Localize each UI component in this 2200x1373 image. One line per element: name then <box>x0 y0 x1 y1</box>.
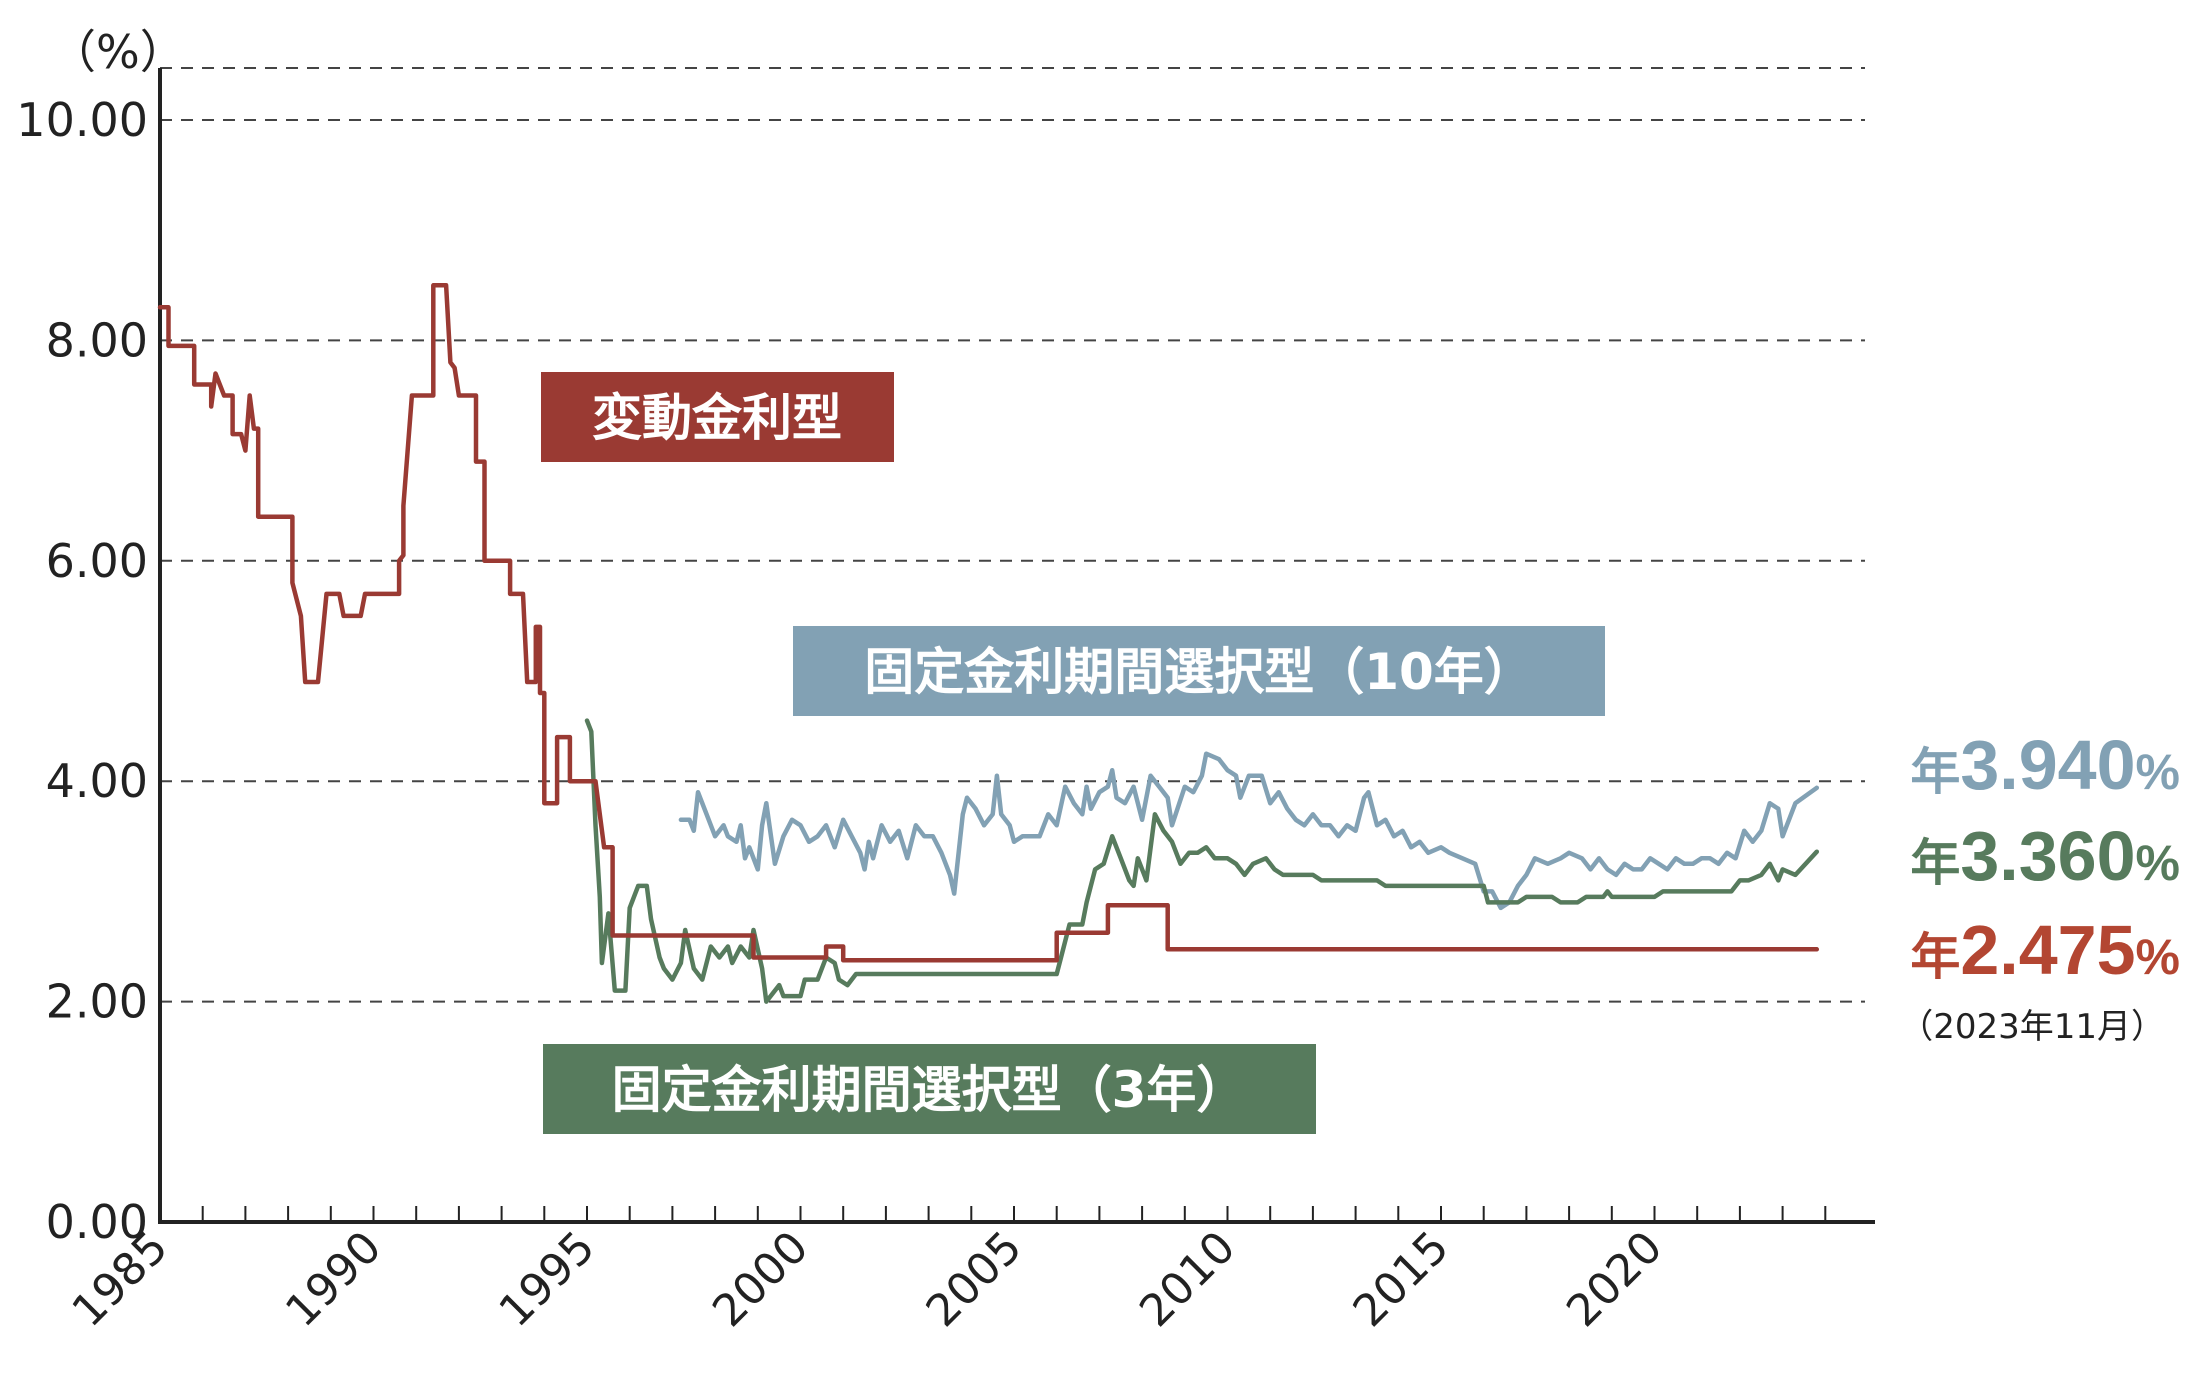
x-tick-label: 2010 <box>1130 1222 1245 1337</box>
latest-rate-fixed-10y: 年3.940% <box>1910 726 2180 804</box>
latest-rate-variable-prefix: 年 <box>1910 929 1960 985</box>
latest-rate-variable-value: 2.475 <box>1960 911 2135 989</box>
axes <box>158 68 1875 1224</box>
series-lines <box>157 283 1820 1004</box>
series-line-variable <box>157 283 1820 963</box>
series-label-variable-bg <box>541 372 894 462</box>
latest-rate-date-note: （2023年11月） <box>1899 1007 2165 1047</box>
x-tick-label: 2015 <box>1344 1222 1459 1337</box>
latest-rate-fixed-3y-value: 3.360 <box>1960 817 2135 895</box>
x-tick-label: 1995 <box>490 1222 605 1337</box>
y-tick-label: 4.00 <box>46 754 148 808</box>
latest-rate-fixed-10y-unit: % <box>2136 744 2180 800</box>
gridlines <box>160 67 1865 1003</box>
series-label-variable-text: 変動金利型 <box>592 389 842 447</box>
y-tick-label: 6.00 <box>46 534 148 588</box>
series-line-fixed-3y <box>584 718 1820 1004</box>
y-tick-label: 10.00 <box>16 93 148 147</box>
latest-rate-fixed-3y-unit: % <box>2136 835 2180 891</box>
x-tick-label: 2005 <box>917 1222 1032 1337</box>
series-label-fixed-3y: 固定金利期間選択型（3年） <box>543 1044 1316 1134</box>
series-line-fixed-10y <box>678 751 1820 911</box>
latest-rate-fixed-10y-value: 3.940 <box>1960 726 2135 804</box>
series-label-variable: 変動金利型 <box>541 372 894 462</box>
y-tick-label: 2.00 <box>46 975 148 1029</box>
latest-rate-variable: 年2.475% <box>1910 911 2180 989</box>
series-label-fixed-10y-bg <box>793 626 1605 716</box>
x-axis-ticks: 1985 1990 1995 2000 2005 2010 2015 2020 <box>63 1206 1827 1337</box>
y-tick-label: 0.00 <box>46 1195 148 1249</box>
series-label-fixed-3y-text: 固定金利期間選択型（3年） <box>612 1061 1247 1119</box>
latest-rate-fixed-3y-prefix: 年 <box>1910 835 1960 891</box>
y-axis-unit-label: （%） <box>50 25 186 79</box>
series-label-fixed-3y-bg <box>543 1044 1316 1134</box>
series-label-fixed-10y: 固定金利期間選択型（10年） <box>793 626 1605 716</box>
latest-rate-fixed-3y: 年3.360% <box>1910 817 2180 895</box>
latest-rate-fixed-10y-prefix: 年 <box>1910 744 1960 800</box>
x-tick-label: 1990 <box>276 1222 391 1337</box>
latest-rate-variable-unit: % <box>2136 929 2180 985</box>
series-label-fixed-10y-text: 固定金利期間選択型（10年） <box>864 643 1534 701</box>
x-tick-label: 2020 <box>1557 1222 1672 1337</box>
y-axis-ticks: 0.00 2.00 4.00 6.00 8.00 10.00 <box>16 93 148 1249</box>
x-tick-label: 2000 <box>703 1222 818 1337</box>
y-tick-label: 8.00 <box>46 313 148 367</box>
